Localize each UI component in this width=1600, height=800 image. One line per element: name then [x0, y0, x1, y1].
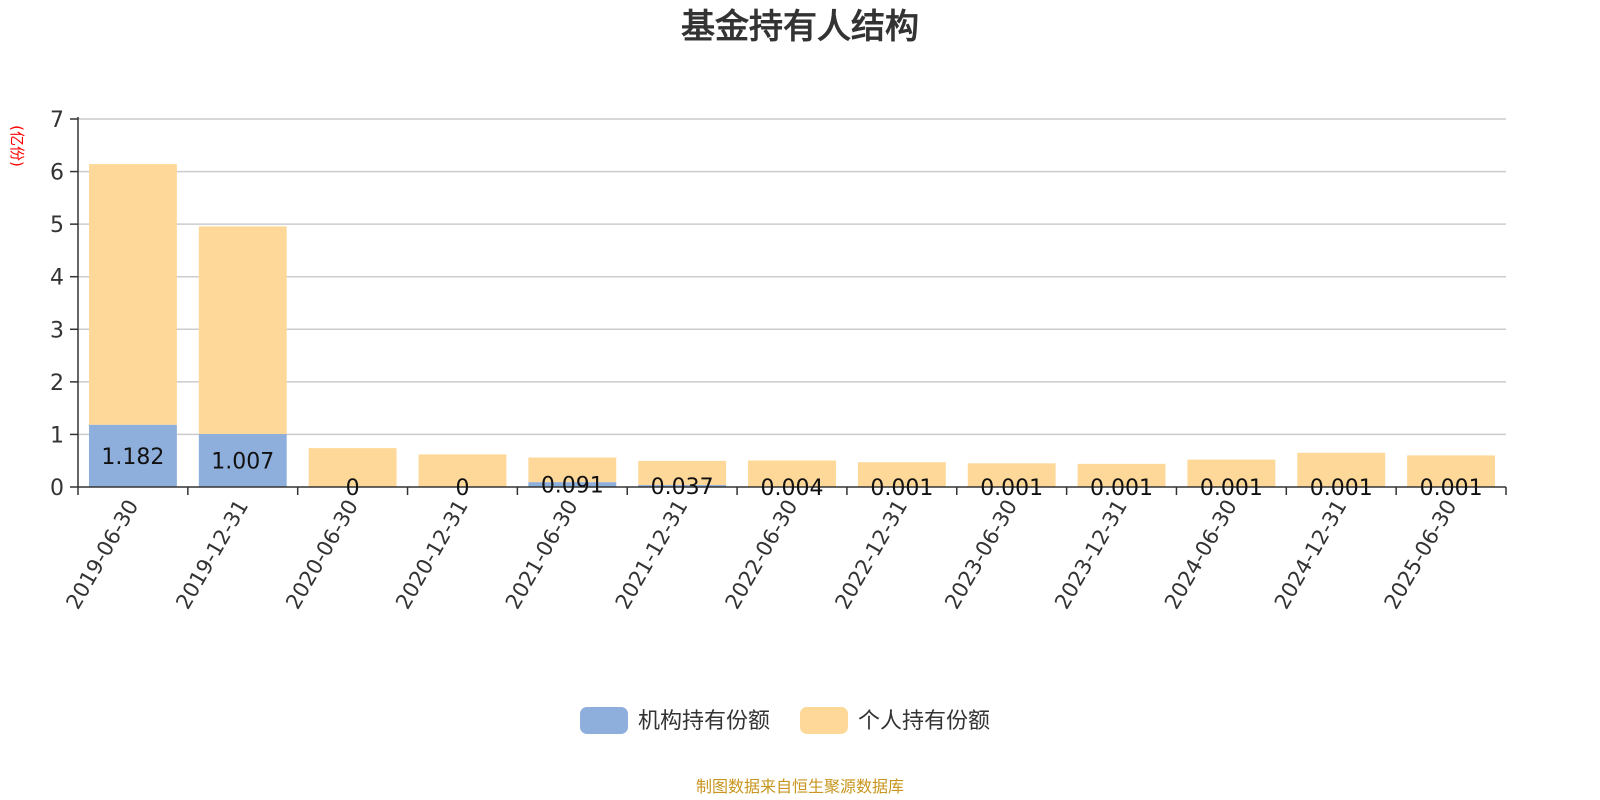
x-tick-label: 2024-12-31: [1270, 496, 1352, 614]
bar-personal: [857, 462, 946, 487]
x-tick-label: 2025-06-30: [1380, 496, 1462, 614]
data-label-institutional: 0.001: [1090, 476, 1153, 501]
legend-swatch-institutional: [580, 707, 628, 734]
y-tick-label: 2: [50, 371, 64, 396]
bar-personal: [1297, 452, 1386, 487]
bar-personal: [967, 463, 1056, 487]
data-labels: 1.182 1.007 0 0 0.091 0.037 0.004 0.001 0.001 0.0…: [101, 445, 1482, 501]
bar-institutional: [528, 482, 617, 487]
x-tick-label: 2024-06-30: [1160, 496, 1242, 614]
x-tick-label: 2019-06-30: [61, 496, 143, 614]
data-label-institutional: 0.004: [761, 476, 824, 501]
bar-institutional: [638, 485, 727, 487]
data-label-institutional: 0.001: [870, 476, 933, 501]
data-label-institutional: 1.007: [211, 450, 274, 475]
bar-personal: [528, 457, 617, 483]
y-axis-unit: (亿份): [8, 125, 26, 167]
y-tick-label: 7: [50, 108, 64, 133]
legend-label-institutional: 机构持有份额: [638, 709, 770, 734]
bar-personal: [418, 454, 507, 487]
bars: [88, 164, 1496, 487]
bar-personal: [88, 164, 177, 425]
bar-institutional: [88, 424, 177, 487]
bar-institutional: [198, 434, 287, 487]
data-label-institutional: 0.001: [1310, 476, 1373, 501]
source-note: 制图数据来自恒生聚源数据库: [696, 777, 904, 796]
data-label-institutional: 0.001: [1200, 476, 1263, 501]
chart-title: 基金持有人结构: [681, 7, 919, 47]
data-label-institutional: 0.001: [1420, 476, 1483, 501]
x-tick-label: 2023-06-30: [940, 496, 1022, 614]
bar-personal: [748, 460, 836, 487]
x-tick-label: 2021-12-31: [611, 496, 693, 614]
bar-personal: [1187, 459, 1276, 487]
bar-personal: [1407, 455, 1496, 487]
y-tick-label: 6: [50, 161, 64, 186]
bar-personal: [1077, 463, 1166, 487]
bar-personal: [638, 460, 727, 486]
legend-swatch-personal: [800, 707, 848, 734]
legend-label-personal: 个人持有份额: [858, 709, 990, 734]
y-tick-label: 5: [50, 213, 64, 238]
data-label-institutional: 0.001: [980, 476, 1043, 501]
y-tick-label: 0: [50, 476, 64, 501]
data-label-institutional: 0: [346, 476, 360, 501]
data-label-institutional: 0.037: [651, 475, 714, 500]
data-label-institutional: 1.182: [101, 445, 164, 470]
bar-personal: [308, 448, 397, 487]
x-tick-label: 2021-06-30: [501, 496, 583, 614]
x-tick-label: 2020-12-31: [391, 496, 473, 614]
data-label-institutional: 0.091: [541, 474, 604, 499]
legend: 机构持有份额 个人持有份额: [580, 707, 990, 734]
x-tick-label: 2019-12-31: [171, 496, 253, 614]
grid-lines: [78, 118, 1506, 436]
y-tick-label: 1: [50, 423, 64, 448]
x-tick-label: 2023-12-31: [1050, 496, 1132, 614]
y-tick-label: 3: [50, 318, 64, 343]
data-label-institutional: 0: [455, 476, 469, 501]
x-tick-label: 2022-06-30: [721, 496, 803, 614]
bar-personal: [198, 226, 287, 435]
x-tick-label: 2022-12-31: [830, 496, 912, 614]
y-tick-label: 4: [50, 266, 64, 291]
x-tick-label: 2020-06-30: [281, 496, 363, 614]
